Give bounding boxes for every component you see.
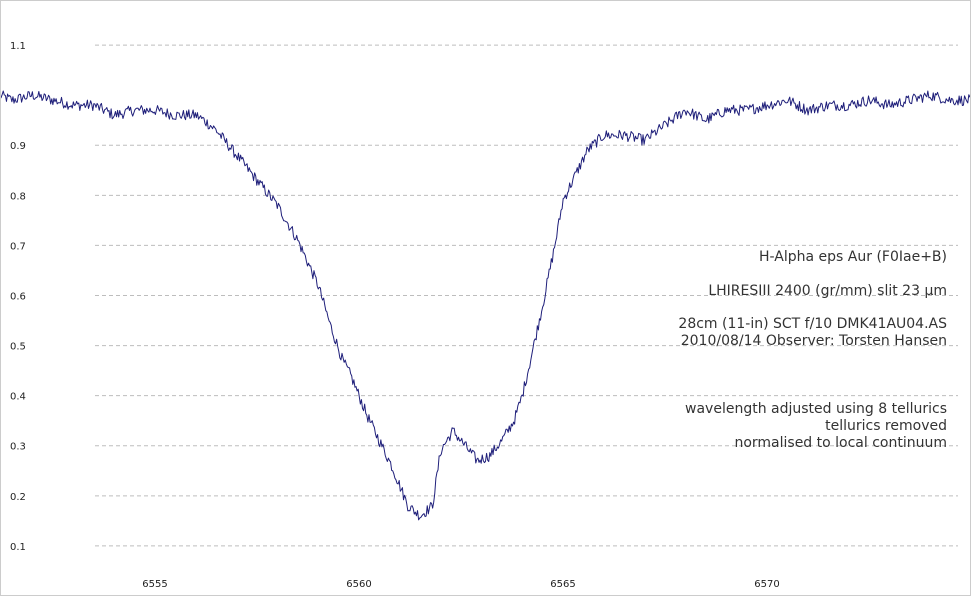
y-tick-label: 0.6 bbox=[10, 291, 26, 302]
y-tick-labels: 0.1 0.2 0.3 0.4 0.5 0.6 0.7 0.8 0.9 1.1 bbox=[10, 41, 26, 553]
annotation-instrument: LHIRESIII 2400 (gr/mm) slit 23 µm bbox=[708, 283, 947, 299]
y-tick-label: 0.5 bbox=[10, 342, 26, 353]
x-tick-label: 6570 bbox=[754, 579, 779, 590]
y-tick-label: 0.3 bbox=[10, 442, 26, 453]
annotation-block: H-Alpha eps Aur (F0Iae+B) LHIRESIII 2400… bbox=[678, 249, 947, 451]
y-tick-label: 0.7 bbox=[10, 241, 26, 252]
annotation-tellurics: tellurics removed bbox=[825, 418, 947, 434]
y-tick-label: 0.1 bbox=[10, 542, 26, 553]
y-tick-label: 0.4 bbox=[10, 392, 26, 403]
x-tick-label: 6560 bbox=[346, 579, 371, 590]
annotation-observer: 2010/08/14 Observer: Torsten Hansen bbox=[681, 333, 947, 349]
annotation-normalised: normalised to local continuum bbox=[734, 435, 947, 451]
grid-lines bbox=[95, 44, 958, 547]
spectrum-line bbox=[0, 90, 971, 521]
y-tick-label: 1.1 bbox=[10, 41, 26, 52]
annotation-target: H-Alpha eps Aur (F0Iae+B) bbox=[759, 249, 947, 265]
y-tick-label: 0.2 bbox=[10, 492, 26, 503]
annotation-calibration: wavelength adjusted using 8 tellurics bbox=[685, 401, 947, 417]
x-tick-labels: 6555 6560 6565 6570 bbox=[142, 579, 779, 590]
x-tick-label: 6555 bbox=[142, 579, 167, 590]
annotation-telescope: 28cm (11-in) SCT f/10 DMK41AU04.AS bbox=[678, 316, 947, 332]
x-tick-label: 6565 bbox=[550, 579, 575, 590]
y-tick-label: 0.9 bbox=[10, 141, 26, 152]
y-tick-label: 0.8 bbox=[10, 191, 26, 202]
